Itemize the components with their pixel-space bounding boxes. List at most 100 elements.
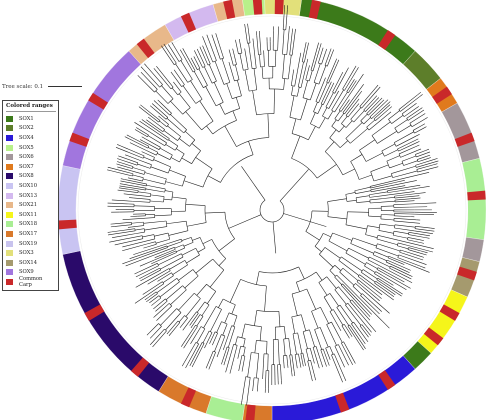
tree-branch [283,339,286,356]
tree-branch [122,217,146,220]
tree-branch [245,376,251,378]
tree-branch [145,152,155,158]
tree-branch [241,355,245,357]
tree-branch [116,163,121,166]
tree-branch [156,71,172,90]
tree-branch [182,285,187,290]
tree-branch [415,144,420,147]
tree-branch [408,234,426,238]
tree-branch [107,231,112,233]
tree-branch [304,46,309,63]
tree-branch [365,338,369,343]
tree-branch [394,224,416,228]
tree-branch [419,252,427,256]
tree-branch [144,63,148,67]
tree-branch [385,285,402,297]
tree-branch [166,238,182,245]
tree-branch [374,251,389,258]
tree-branch [348,247,369,259]
tree-branch [184,275,199,289]
tree-branch [161,118,169,125]
common-carp-mark [335,392,350,413]
tree-branch [165,47,177,64]
tree-branch [409,195,420,197]
tree-branch [415,165,417,168]
tree-branch [203,85,208,88]
tree-branch [340,378,343,383]
tree-branch [192,61,198,70]
tree-branch [235,43,239,54]
tree-branch [333,353,345,378]
tree-branch [117,161,122,164]
tree-branch [317,104,323,114]
tree-branch [134,228,145,231]
tree-branch [373,95,378,99]
tree-branch [285,9,288,30]
tree-branch [374,282,391,295]
tree-branch [151,302,155,306]
tree-branch [296,271,317,283]
tree-branch [216,321,222,333]
tree-branch [171,322,181,333]
tree-branch [332,232,353,241]
tree-branch [283,338,289,340]
tree-branch [161,85,174,99]
tree-branch [150,194,165,197]
tree-branch [314,233,324,247]
tree-branch [426,157,431,160]
tree-branch [318,282,328,296]
tree-branch [167,166,171,174]
tree-branch [196,328,206,344]
tree-branch [150,166,169,174]
tree-branch [393,234,408,239]
tree-branch [149,105,154,109]
tree-branch [302,362,304,367]
tree-branch [140,66,144,70]
tree-branch [419,258,424,261]
tree-branch [134,294,148,304]
tree-branch [318,51,323,64]
tree-branch [317,42,319,47]
tree-branch [408,245,433,253]
tree-branch [326,321,332,325]
tree-branch [256,35,259,55]
tree-branch [171,87,178,96]
tree-branch [153,314,157,318]
tree-branch [173,75,182,87]
tree-branch [416,159,419,162]
clade-sector [441,102,480,163]
tree-branch [205,211,225,214]
tree-branch [168,230,189,236]
tree-branch [187,343,199,365]
tree-branch [291,118,297,134]
tree-branch [207,38,217,61]
tree-branch [395,200,411,203]
tree-branch [186,222,207,227]
tree-branch [290,73,294,86]
tree-branch [377,243,401,252]
tree-branch [207,63,211,66]
tree-branch [182,107,191,115]
tree-branch [265,370,267,389]
tree-branch [327,361,330,366]
tree-branch [141,136,146,140]
tree-branch [327,110,334,120]
tree-branch [282,355,285,365]
tree-branch [353,359,356,364]
tree-branch [400,249,421,257]
tree-branch [338,125,345,133]
tree-branch [183,325,196,344]
tree-branch [146,241,156,245]
tree-branch [303,329,310,332]
tree-branch [141,235,144,239]
tree-branch [153,100,159,106]
legend-label: SOX8 [19,173,34,180]
tree-branch [368,122,378,131]
tree-branch [329,137,341,148]
tree-branch [421,113,426,116]
tree-branch [243,69,249,71]
tree-branch [176,247,185,252]
tree-branch [137,163,151,169]
tree-branch [417,148,422,151]
clade-color-ring [57,0,487,420]
